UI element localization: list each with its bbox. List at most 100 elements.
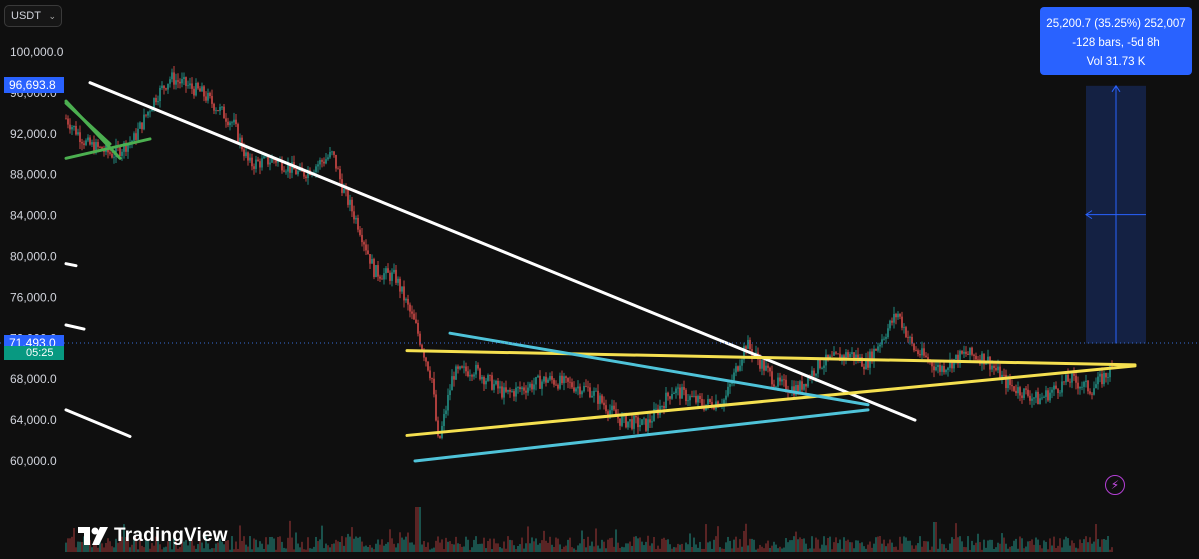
volume-bar <box>771 545 773 552</box>
volume-bar <box>899 536 901 552</box>
candle-body <box>1073 373 1075 376</box>
volume-bar <box>521 537 523 552</box>
volume-bar <box>449 541 451 552</box>
volume-bar <box>989 539 991 552</box>
volume-bar <box>263 548 265 552</box>
candle-body <box>181 79 183 84</box>
volume-bar <box>969 549 971 552</box>
volume-bar <box>409 542 411 552</box>
candle-body <box>923 348 925 356</box>
candle-body <box>931 361 933 367</box>
volume-bar <box>607 539 609 552</box>
candle-body <box>1047 390 1049 401</box>
volume-bar <box>303 549 305 552</box>
candle-body <box>353 211 355 220</box>
candle-body <box>447 395 449 411</box>
candle-body <box>289 164 291 173</box>
candle-body <box>295 169 297 175</box>
volume-bar <box>77 541 79 552</box>
candle-body <box>917 350 919 355</box>
candle-body <box>1059 392 1061 394</box>
candle-body <box>1015 390 1017 394</box>
volume-bar <box>1003 537 1005 552</box>
candle-body <box>999 366 1001 380</box>
volume-bar <box>219 539 221 552</box>
candle-body <box>111 153 113 158</box>
volume-bar <box>215 543 217 552</box>
volume-bar <box>561 549 563 552</box>
volume-bar <box>377 539 379 552</box>
volume-bar <box>321 525 323 552</box>
trendline-yellow[interactable] <box>405 349 1137 367</box>
volume-bar <box>659 548 661 552</box>
trendline-green[interactable] <box>64 137 152 160</box>
candle-body <box>345 189 347 190</box>
candle-body <box>691 396 693 397</box>
candle-body <box>597 390 599 404</box>
volume-bar <box>459 543 461 552</box>
candle-body <box>527 387 529 393</box>
tradingview-logo[interactable]: TradingView <box>78 524 228 548</box>
volume-bar <box>583 538 585 552</box>
candle-body <box>823 365 825 368</box>
volume-bar <box>679 544 681 552</box>
trendline-white[interactable] <box>64 323 86 331</box>
measure-box[interactable] <box>1085 84 1146 344</box>
volume-bar <box>513 545 515 552</box>
volume-bar <box>475 536 477 552</box>
candle-body <box>429 370 431 379</box>
lightning-icon[interactable]: ⚡ <box>1105 475 1125 495</box>
volume-bar <box>801 539 803 552</box>
volume-bar <box>943 544 945 552</box>
candle-body <box>727 386 729 396</box>
candle-body <box>861 357 863 367</box>
candle-body <box>205 96 207 101</box>
currency-selector[interactable]: USDT ⌄ <box>4 5 62 27</box>
trendline-white[interactable] <box>64 408 132 438</box>
volume-bar <box>783 547 785 552</box>
trendline-yellow[interactable] <box>405 364 1137 437</box>
candle-body <box>755 352 757 355</box>
price-axis[interactable]: 100,000.096,000.092,000.088,000.084,000.… <box>10 45 64 468</box>
trendline-green[interactable] <box>64 101 112 146</box>
volume-bar <box>73 528 75 552</box>
trendline-white[interactable] <box>64 262 78 268</box>
volume-bar <box>747 545 749 552</box>
volume-bar <box>817 539 819 552</box>
candle-body <box>489 375 491 376</box>
candle-body <box>209 92 211 97</box>
volume-bar <box>953 538 955 552</box>
volume-bar <box>967 536 969 552</box>
volume-bar <box>993 548 995 552</box>
candle-body <box>1081 386 1083 388</box>
candle-body <box>263 156 265 159</box>
volume-bar <box>317 541 319 552</box>
candle-body <box>589 387 591 398</box>
candle-body <box>769 367 771 372</box>
candle-body <box>961 350 963 354</box>
volume-bar <box>361 541 363 552</box>
trendline-white[interactable] <box>88 81 917 422</box>
trendline-cyan[interactable] <box>413 408 870 463</box>
volume-bar <box>153 545 155 552</box>
candle-body <box>925 355 927 358</box>
candle-body <box>995 368 997 371</box>
volume-bar <box>349 536 351 552</box>
candle-body <box>629 419 631 422</box>
volume-bar <box>93 540 95 552</box>
volume-bar <box>1089 537 1091 552</box>
candle-body <box>533 384 535 390</box>
volume-bar <box>517 545 519 552</box>
trendlines[interactable] <box>64 81 1137 463</box>
candle-body <box>661 405 663 407</box>
candle-body <box>337 168 339 170</box>
trendline-cyan[interactable] <box>448 331 870 407</box>
candle-body <box>845 352 847 360</box>
volume-bar <box>729 540 731 552</box>
candle-body <box>1089 391 1091 394</box>
candle-body <box>879 344 881 347</box>
candle-body <box>633 415 635 429</box>
candle-body <box>565 376 567 378</box>
